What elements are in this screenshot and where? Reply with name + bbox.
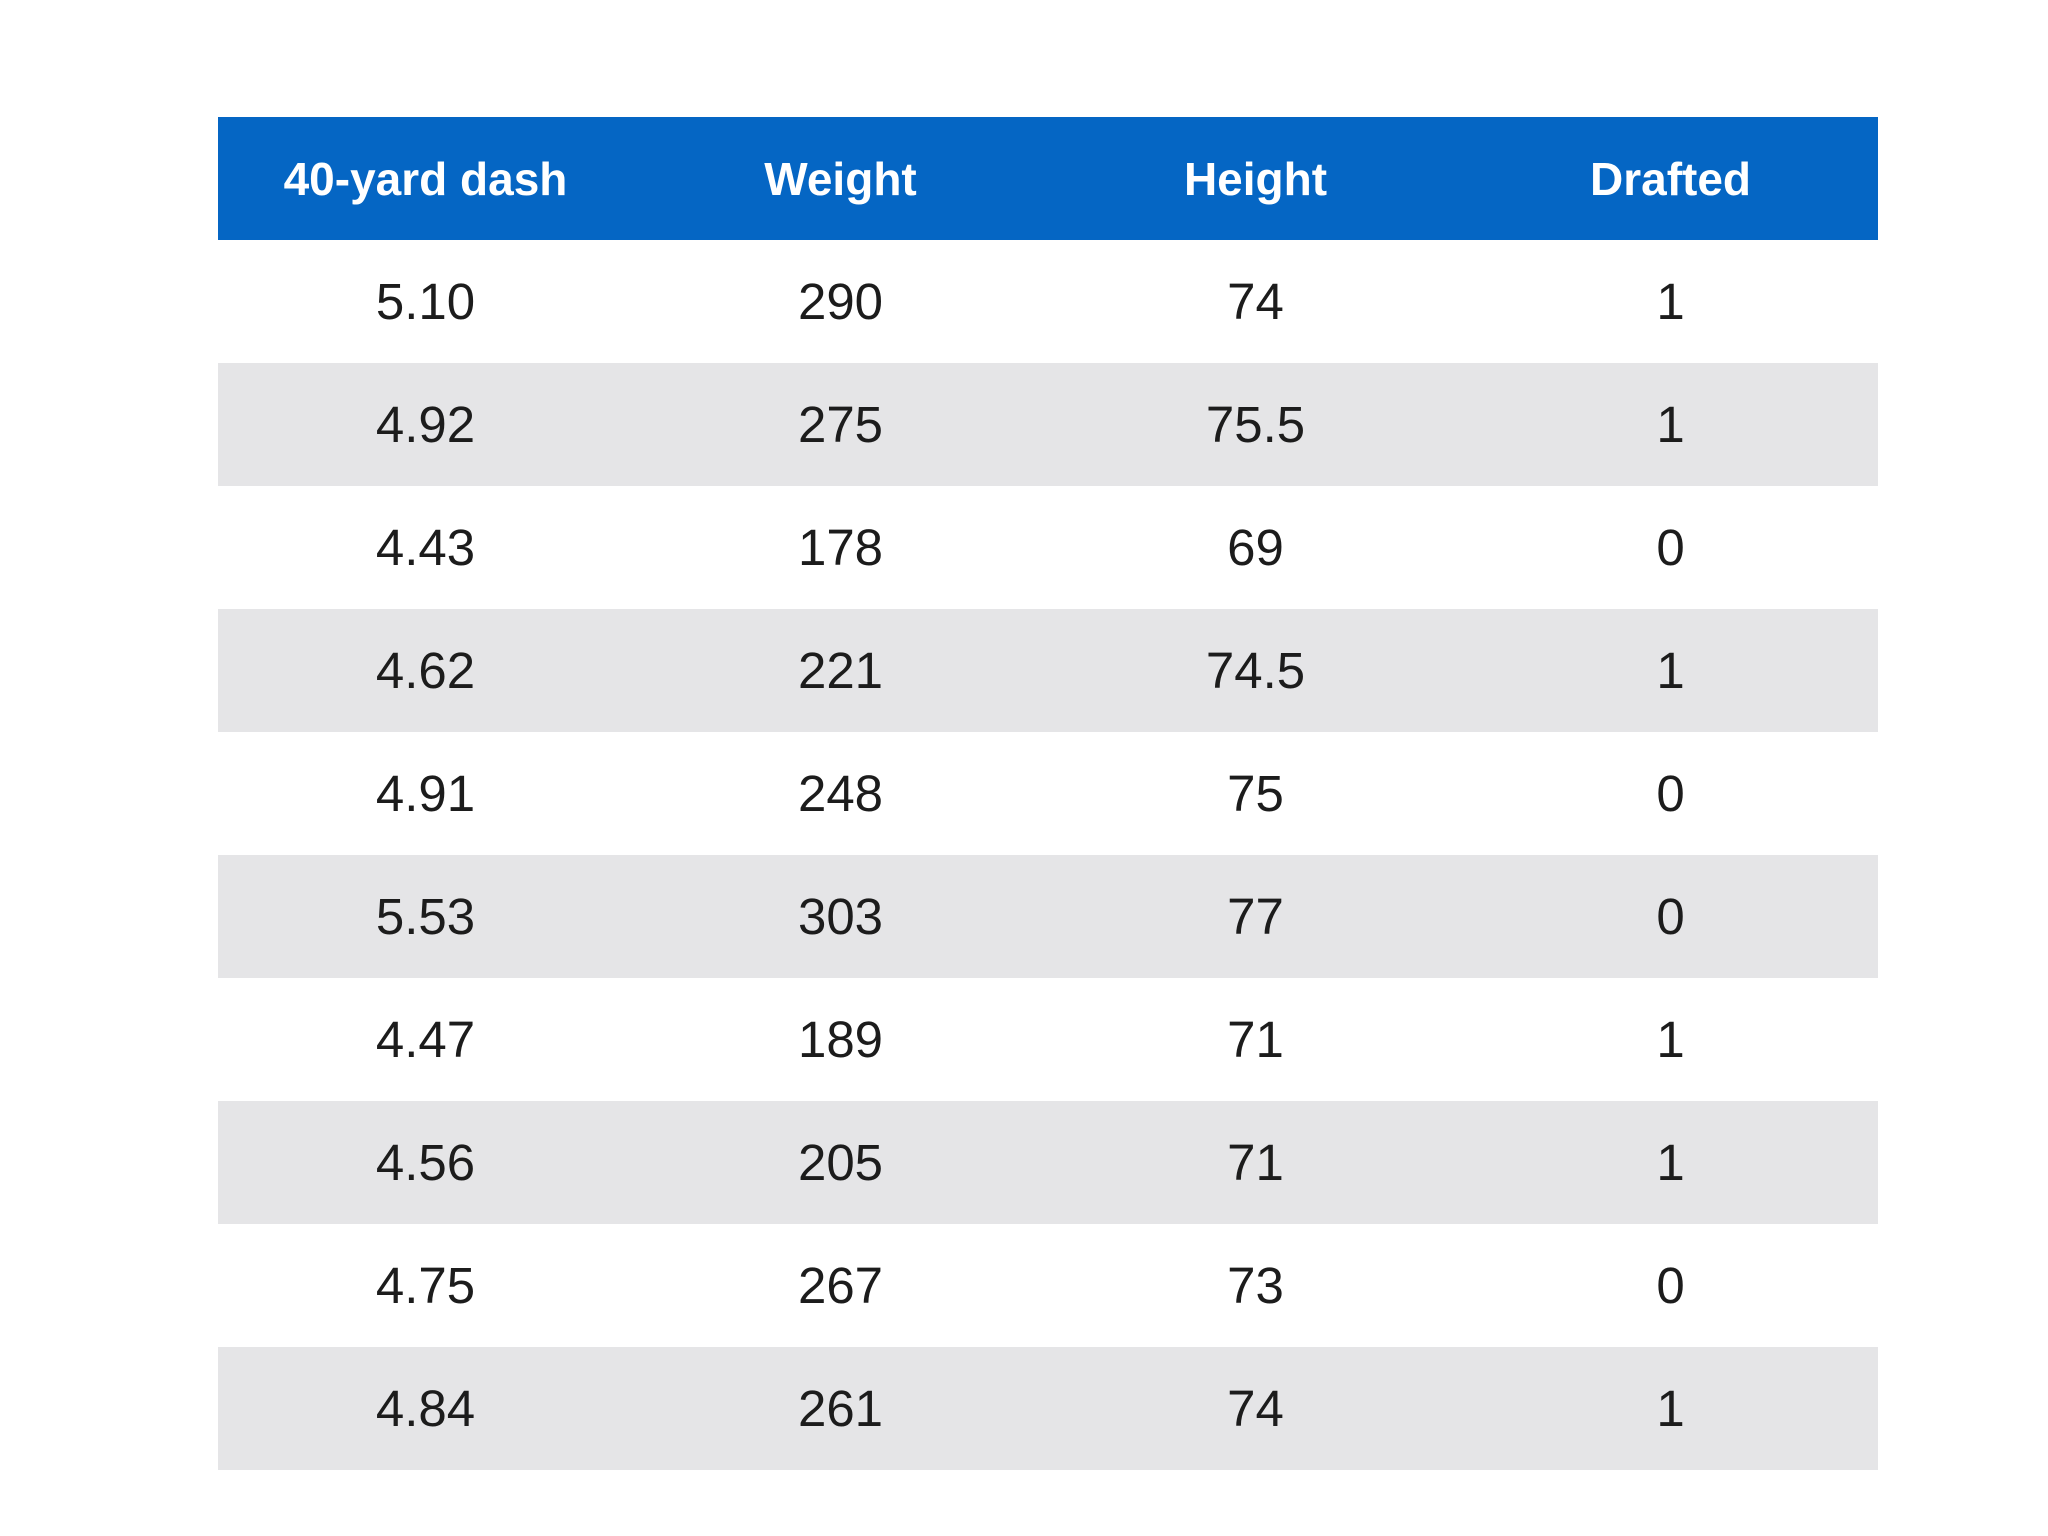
cell-height: 74 [1048, 1347, 1463, 1470]
cell-weight: 275 [633, 363, 1048, 486]
cell-weight: 205 [633, 1101, 1048, 1224]
header-weight: Weight [633, 117, 1048, 240]
cell-40-yard-dash: 4.56 [218, 1101, 633, 1224]
cell-drafted: 1 [1463, 240, 1878, 363]
cell-drafted: 0 [1463, 1224, 1878, 1347]
table-body: 5.10 290 74 1 4.92 275 75.5 1 4.43 178 6… [218, 240, 1878, 1470]
cell-height: 71 [1048, 978, 1463, 1101]
table-row: 4.91 248 75 0 [218, 732, 1878, 855]
cell-40-yard-dash: 4.47 [218, 978, 633, 1101]
cell-height: 77 [1048, 855, 1463, 978]
cell-weight: 290 [633, 240, 1048, 363]
cell-drafted: 1 [1463, 609, 1878, 732]
header-height: Height [1048, 117, 1463, 240]
cell-40-yard-dash: 4.43 [218, 486, 633, 609]
table-row: 4.47 189 71 1 [218, 978, 1878, 1101]
cell-weight: 248 [633, 732, 1048, 855]
header-drafted: Drafted [1463, 117, 1878, 240]
cell-height: 73 [1048, 1224, 1463, 1347]
cell-weight: 303 [633, 855, 1048, 978]
cell-height: 69 [1048, 486, 1463, 609]
cell-40-yard-dash: 4.92 [218, 363, 633, 486]
cell-weight: 178 [633, 486, 1048, 609]
cell-drafted: 0 [1463, 732, 1878, 855]
cell-drafted: 1 [1463, 1101, 1878, 1224]
cell-height: 75.5 [1048, 363, 1463, 486]
cell-40-yard-dash: 4.62 [218, 609, 633, 732]
table-row: 4.62 221 74.5 1 [218, 609, 1878, 732]
table-row: 4.84 261 74 1 [218, 1347, 1878, 1470]
cell-height: 74 [1048, 240, 1463, 363]
cell-40-yard-dash: 4.75 [218, 1224, 633, 1347]
cell-weight: 221 [633, 609, 1048, 732]
cell-drafted: 1 [1463, 1347, 1878, 1470]
table-row: 4.92 275 75.5 1 [218, 363, 1878, 486]
table-row: 4.75 267 73 0 [218, 1224, 1878, 1347]
cell-weight: 267 [633, 1224, 1048, 1347]
cell-drafted: 1 [1463, 363, 1878, 486]
cell-weight: 189 [633, 978, 1048, 1101]
table-header: 40-yard dash Weight Height Drafted [218, 117, 1878, 240]
data-table: 40-yard dash Weight Height Drafted 5.10 … [218, 117, 1878, 1470]
table-row: 5.53 303 77 0 [218, 855, 1878, 978]
cell-height: 71 [1048, 1101, 1463, 1224]
cell-weight: 261 [633, 1347, 1048, 1470]
cell-height: 74.5 [1048, 609, 1463, 732]
table-row: 4.43 178 69 0 [218, 486, 1878, 609]
cell-drafted: 0 [1463, 855, 1878, 978]
cell-drafted: 0 [1463, 486, 1878, 609]
cell-height: 75 [1048, 732, 1463, 855]
cell-40-yard-dash: 5.53 [218, 855, 633, 978]
table-row: 5.10 290 74 1 [218, 240, 1878, 363]
header-row: 40-yard dash Weight Height Drafted [218, 117, 1878, 240]
cell-40-yard-dash: 5.10 [218, 240, 633, 363]
cell-40-yard-dash: 4.91 [218, 732, 633, 855]
header-40-yard-dash: 40-yard dash [218, 117, 633, 240]
cell-drafted: 1 [1463, 978, 1878, 1101]
table-row: 4.56 205 71 1 [218, 1101, 1878, 1224]
cell-40-yard-dash: 4.84 [218, 1347, 633, 1470]
